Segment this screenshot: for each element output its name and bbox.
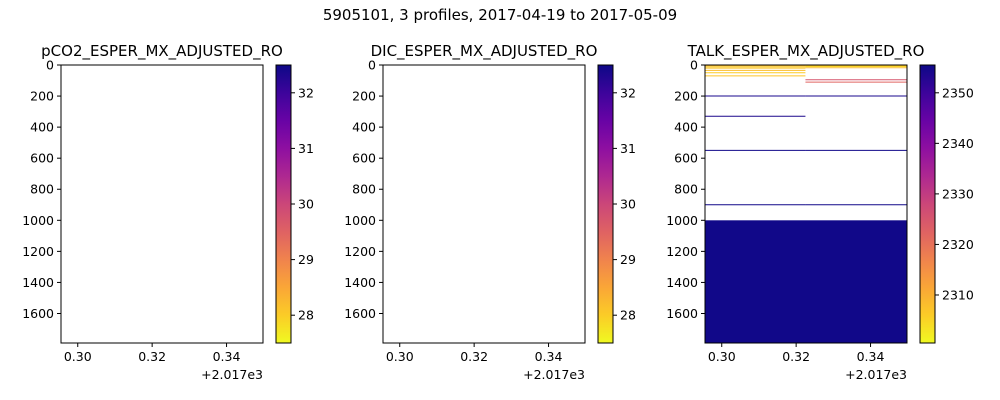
colorbar-tick-label: 30 bbox=[298, 197, 314, 212]
colorbar-tick-label: 2320 bbox=[942, 237, 974, 252]
y-tick-label: 600 bbox=[674, 151, 698, 166]
y-tick-label: 1600 bbox=[22, 306, 54, 321]
y-tick-label: 1000 bbox=[22, 213, 54, 228]
x-tick-label: 0.30 bbox=[64, 349, 92, 364]
x-tick-label: 0.32 bbox=[460, 349, 488, 364]
x-tick-label: 0.32 bbox=[782, 349, 810, 364]
x-offset-label: +2.017e3 bbox=[201, 367, 263, 382]
y-tick-label: 1600 bbox=[344, 306, 376, 321]
y-tick-label: 800 bbox=[352, 182, 376, 197]
y-tick-label: 800 bbox=[674, 182, 698, 197]
y-tick-label: 1400 bbox=[344, 275, 376, 290]
colorbar bbox=[919, 64, 936, 344]
y-tick-label: 0 bbox=[46, 58, 54, 73]
panel-2: DIC_ESPER_MX_ADJUSTED_RO0 200 400 600 800 100… bbox=[344, 42, 636, 382]
colorbar-tick-label: 29 bbox=[620, 252, 636, 267]
panel-3: TALK_ESPER_MX_ADJUSTED_RO0 200 400 600 800 10… bbox=[666, 42, 974, 382]
figure-suptitle: 5905101, 3 profiles, 2017-04-19 to 2017-… bbox=[323, 6, 677, 24]
axes-frame bbox=[704, 64, 908, 344]
colorbar-tick-label: 2350 bbox=[942, 85, 974, 100]
data-area bbox=[705, 65, 907, 343]
colorbar-tick-label: 2330 bbox=[942, 186, 974, 201]
colorbar-tick-label: 31 bbox=[620, 141, 636, 156]
x-tick-label: 0.34 bbox=[857, 349, 885, 364]
y-tick-label: 1600 bbox=[666, 306, 698, 321]
y-tick-label: 1200 bbox=[666, 244, 698, 259]
colorbar-tick-label: 31 bbox=[298, 141, 314, 156]
y-tick-label: 1400 bbox=[666, 275, 698, 290]
y-tick-label: 600 bbox=[352, 151, 376, 166]
colorbar-tick-label: 32 bbox=[620, 85, 636, 100]
y-tick-label: 400 bbox=[352, 120, 376, 135]
y-tick-label: 200 bbox=[674, 89, 698, 104]
y-tick-label: 1400 bbox=[22, 275, 54, 290]
y-tick-label: 200 bbox=[352, 89, 376, 104]
colorbar-tick-label: 30 bbox=[620, 197, 636, 212]
y-tick-label: 800 bbox=[30, 182, 54, 197]
panel-title: TALK_ESPER_MX_ADJUSTED_RO bbox=[687, 42, 925, 61]
panel-1: pCO2_ESPER_MX_ADJUSTED_RO0 200 400 600 800 10… bbox=[22, 42, 314, 382]
y-tick-label: 1200 bbox=[344, 244, 376, 259]
x-offset-label: +2.017e3 bbox=[845, 367, 907, 382]
y-tick-label: 1000 bbox=[666, 213, 698, 228]
x-tick-label: 0.34 bbox=[213, 349, 241, 364]
x-tick-label: 0.30 bbox=[708, 349, 736, 364]
colorbar bbox=[275, 64, 292, 344]
colorbar-tick-label: 2310 bbox=[942, 287, 974, 302]
y-tick-label: 200 bbox=[30, 89, 54, 104]
panel-title: pCO2_ESPER_MX_ADJUSTED_RO bbox=[41, 42, 283, 61]
axes-frame bbox=[60, 64, 264, 344]
colorbar-tick-label: 28 bbox=[620, 308, 636, 323]
y-tick-label: 0 bbox=[368, 58, 376, 73]
colorbar-tick-label: 2340 bbox=[942, 136, 974, 151]
y-tick-label: 400 bbox=[674, 120, 698, 135]
y-tick-label: 1000 bbox=[344, 213, 376, 228]
colorbar-tick-label: 28 bbox=[298, 308, 314, 323]
x-tick-label: 0.30 bbox=[386, 349, 414, 364]
colorbar-tick-label: 32 bbox=[298, 85, 314, 100]
colorbar-tick-label: 29 bbox=[298, 252, 314, 267]
x-tick-label: 0.34 bbox=[535, 349, 563, 364]
y-tick-label: 600 bbox=[30, 151, 54, 166]
colorbar bbox=[597, 64, 614, 344]
x-offset-label: +2.017e3 bbox=[523, 367, 585, 382]
x-tick-label: 0.32 bbox=[138, 349, 166, 364]
y-tick-label: 1200 bbox=[22, 244, 54, 259]
panel-title: DIC_ESPER_MX_ADJUSTED_RO bbox=[371, 42, 598, 61]
y-tick-label: 400 bbox=[30, 120, 54, 135]
axes-frame bbox=[382, 64, 586, 344]
y-tick-label: 0 bbox=[690, 58, 698, 73]
data-fill-deep bbox=[705, 220, 907, 343]
